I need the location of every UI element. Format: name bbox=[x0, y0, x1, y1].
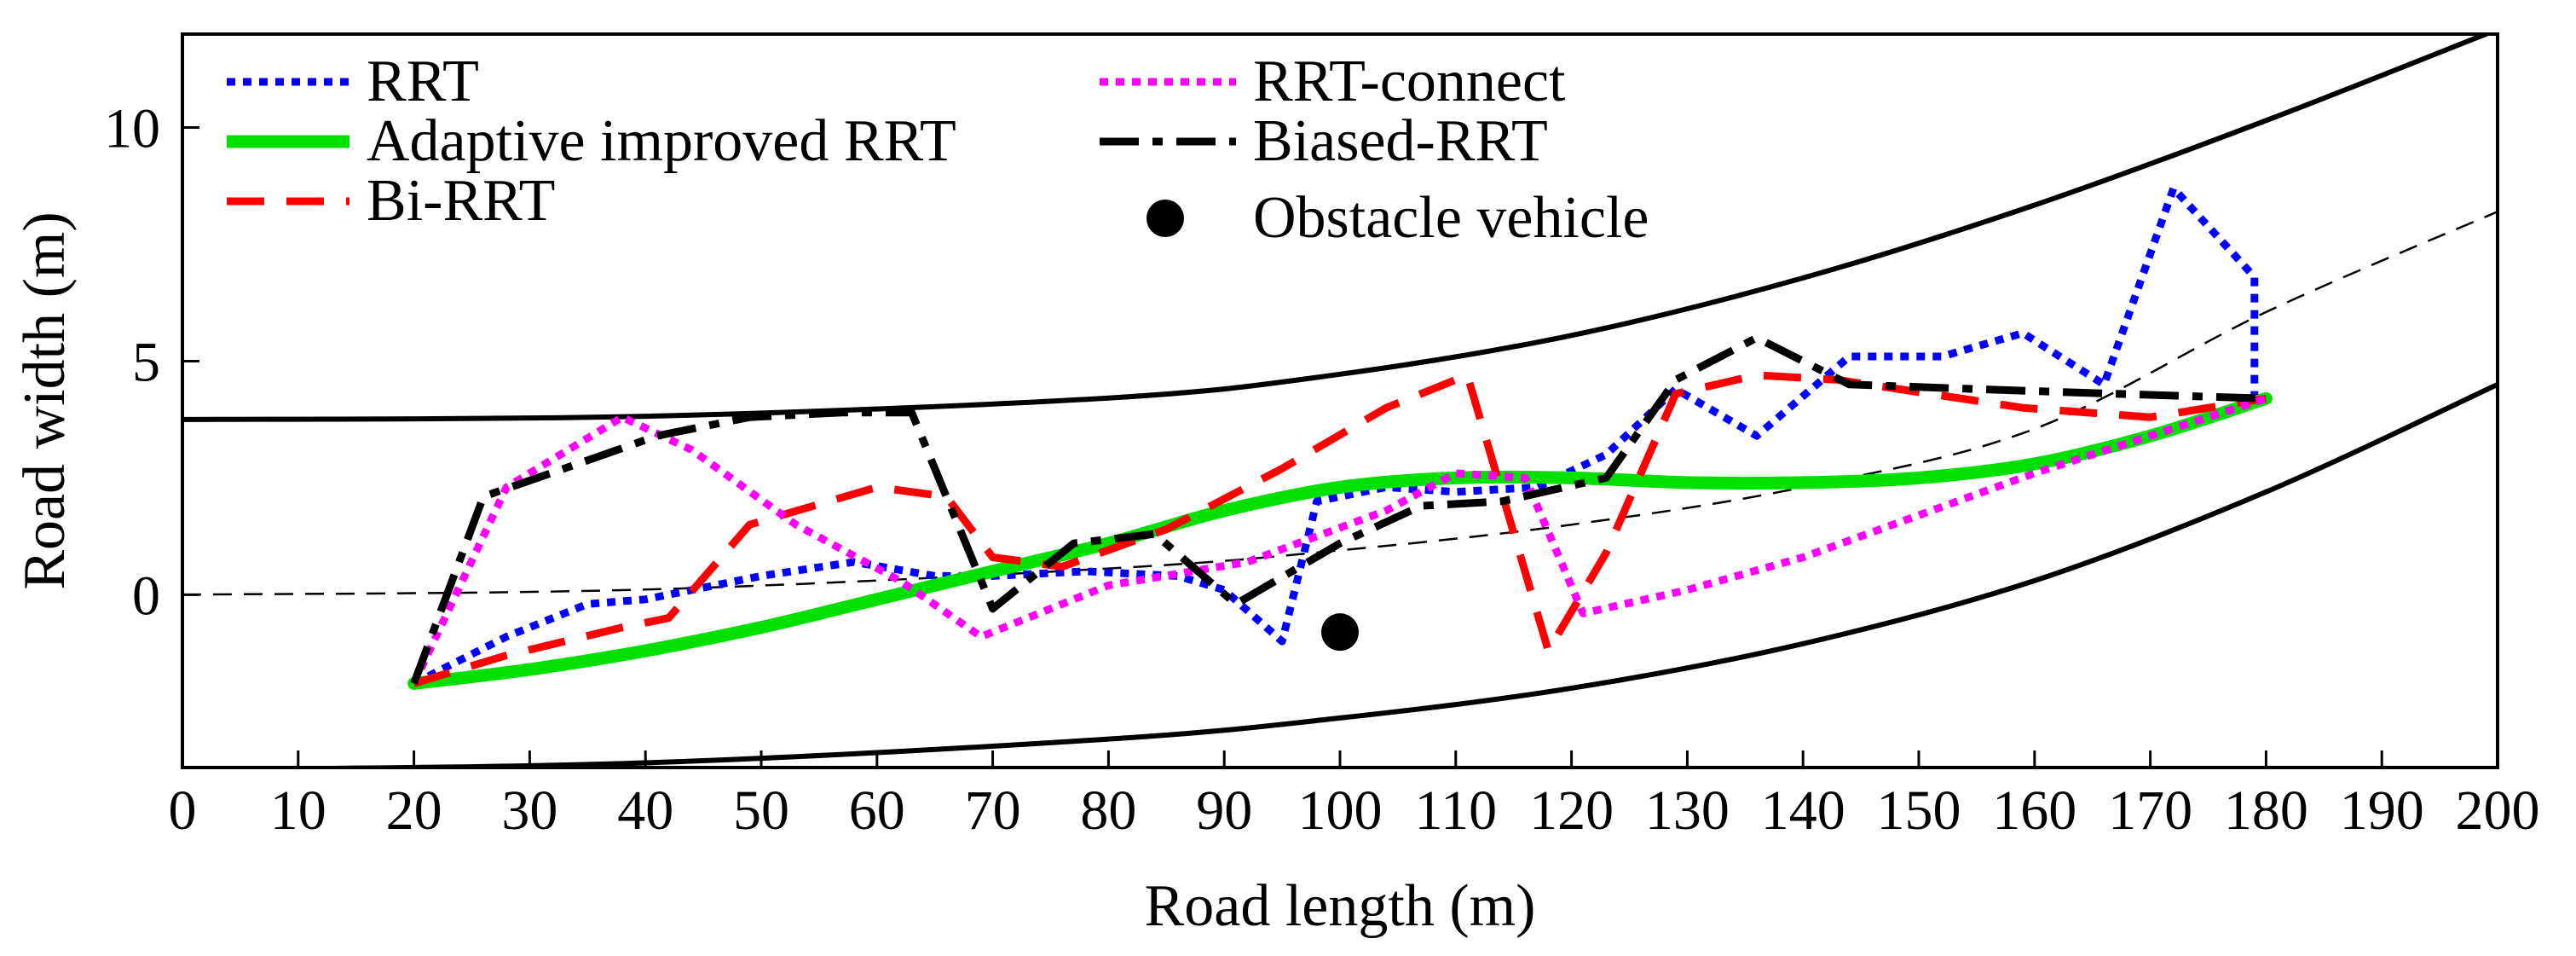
y-tick-label: 0 bbox=[132, 565, 160, 627]
x-tick-label: 60 bbox=[849, 779, 905, 842]
road-layer bbox=[182, 34, 2498, 768]
y-tick-label: 10 bbox=[104, 98, 160, 160]
x-tick-label: 50 bbox=[733, 779, 789, 842]
y-axis-ticks: 0 5 10 bbox=[104, 98, 199, 627]
x-tick-label: 130 bbox=[1645, 779, 1730, 842]
x-tick-label: 10 bbox=[270, 779, 326, 842]
x-tick-label: 200 bbox=[2456, 779, 2540, 842]
legend-label-rrt: RRT bbox=[367, 49, 479, 114]
x-tick-label: 180 bbox=[2224, 779, 2308, 842]
series-line-bi-rrt bbox=[413, 371, 2267, 687]
x-tick-label: 100 bbox=[1298, 779, 1383, 842]
x-tick-label: 80 bbox=[1080, 779, 1136, 842]
x-tick-label: 140 bbox=[1761, 779, 1845, 842]
obstacle-vehicle-marker bbox=[1321, 613, 1359, 652]
x-axis-ticks: 0 10 20 30 40 50 60 70 80 90 100 110 120 130 140 150 160… bbox=[169, 750, 2540, 842]
series-line-adaptive-improved-rrt bbox=[407, 391, 2273, 690]
x-tick-label: 40 bbox=[617, 779, 673, 842]
y-axis-label: Road width (m) bbox=[12, 211, 78, 589]
legend-label-obstacle-vehicle: Obstacle vehicle bbox=[1253, 185, 1649, 251]
series-line-biased-rrt bbox=[410, 333, 2267, 685]
x-tick-label: 70 bbox=[965, 779, 1021, 842]
x-tick-label: 190 bbox=[2340, 779, 2424, 842]
x-tick-label: 90 bbox=[1196, 779, 1252, 842]
road-upper-edge bbox=[182, 34, 2493, 422]
x-tick-label: 150 bbox=[1877, 779, 1961, 842]
road-center-line bbox=[182, 211, 2498, 596]
legend-label-biased-rrt: Biased-RRT bbox=[1253, 108, 1548, 174]
x-tick-label: 0 bbox=[169, 779, 197, 842]
legend-label-bi-rrt: Bi-RRT bbox=[367, 168, 555, 234]
series-line-rrt-connect bbox=[410, 395, 2267, 686]
series-layer bbox=[407, 184, 2273, 690]
x-tick-label: 170 bbox=[2108, 779, 2192, 842]
x-tick-label: 20 bbox=[386, 779, 442, 842]
obstacle-layer bbox=[1321, 613, 1359, 652]
x-tick-label: 30 bbox=[501, 779, 557, 842]
y-tick-label: 5 bbox=[132, 331, 160, 393]
x-tick-label: 120 bbox=[1529, 779, 1614, 842]
x-tick-label: 160 bbox=[1992, 779, 2076, 842]
legend-swatch-obstacle-vehicle bbox=[1146, 200, 1184, 237]
x-tick-label: 110 bbox=[1415, 779, 1498, 842]
x-axis-label: Road length (m) bbox=[1145, 873, 1536, 939]
series-line-rrt bbox=[412, 184, 2259, 687]
road-lower-edge bbox=[182, 382, 2498, 768]
legend-label-rrt-connect: RRT-connect bbox=[1253, 49, 1566, 114]
legend-label-adaptive-improved-rrt: Adaptive improved RRT bbox=[367, 108, 956, 174]
